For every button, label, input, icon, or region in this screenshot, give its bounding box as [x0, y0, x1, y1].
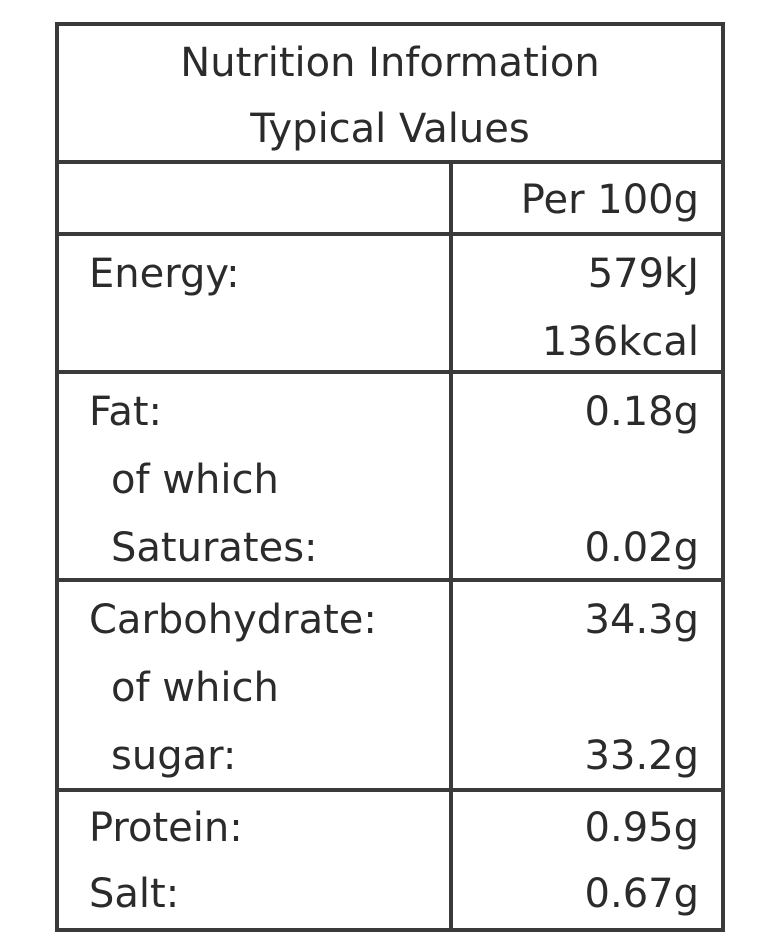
salt-label: Salt:: [89, 871, 180, 917]
protein-value: 0.95g: [584, 805, 699, 851]
nutrition-table: Nutrition Information Typical Values Per…: [55, 22, 725, 932]
sugar-value: 33.2g: [584, 733, 699, 779]
table-subtitle: Typical Values: [250, 106, 530, 152]
fat-label: Fat:: [89, 389, 163, 435]
energy-divider: [59, 370, 721, 374]
column-divider: [449, 164, 453, 928]
energy-label: Energy:: [89, 251, 240, 297]
fat-divider: [59, 578, 721, 582]
carbohydrate-value: 34.3g: [584, 597, 699, 643]
energy-kcal-value: 136kcal: [541, 319, 699, 365]
fat-value: 0.18g: [584, 389, 699, 435]
column-header-per-100g: Per 100g: [520, 177, 699, 223]
carbohydrate-of-which-label: of which: [111, 665, 279, 711]
saturates-label: Saturates:: [111, 525, 318, 571]
carbohydrate-label: Carbohydrate:: [89, 597, 377, 643]
header-divider: [59, 160, 721, 164]
salt-value: 0.67g: [584, 871, 699, 917]
column-header-divider: [59, 232, 721, 236]
saturates-value: 0.02g: [584, 525, 699, 571]
energy-kj-value: 579kJ: [587, 251, 699, 297]
carbohydrate-divider: [59, 788, 721, 792]
fat-of-which-label: of which: [111, 457, 279, 503]
sugar-label: sugar:: [111, 733, 237, 779]
table-title: Nutrition Information: [180, 40, 600, 86]
protein-label: Protein:: [89, 805, 243, 851]
